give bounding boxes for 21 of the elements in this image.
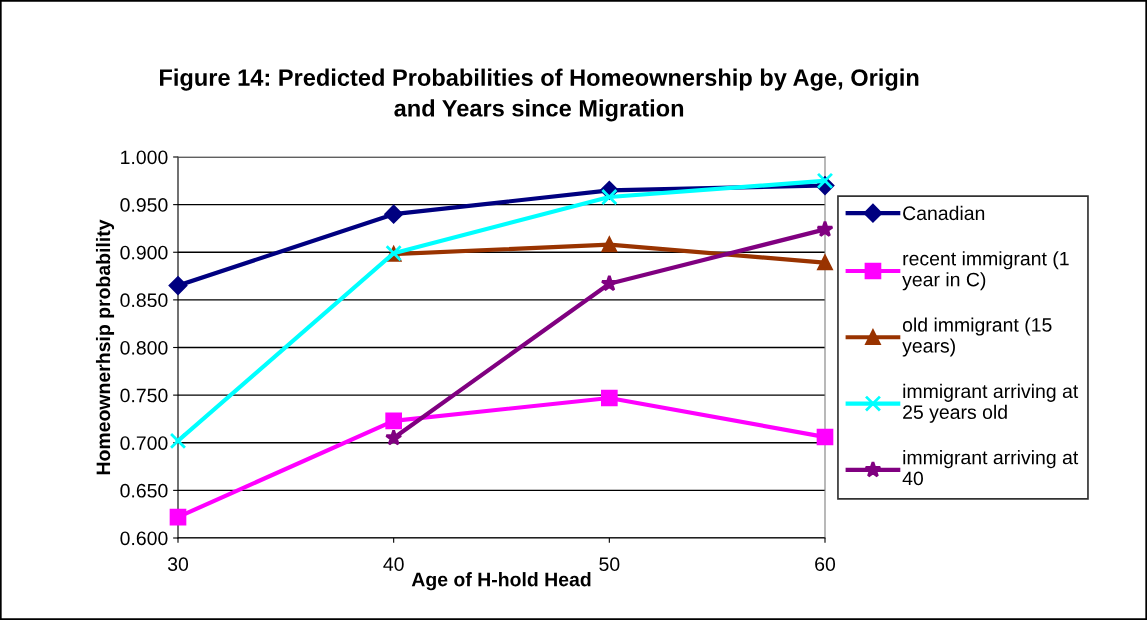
chart-title: Figure 14: Predicted Probabilities of Homeownership by Age, Origin and Years since Migration [160, 68, 919, 122]
legend-label: immigrant arriving at 40 [902, 450, 1079, 486]
x-axis-title: Age of H-hold Head [411, 572, 591, 591]
y-tick-label: 0.800 [120, 340, 168, 355]
y-tick-label: 0.950 [120, 198, 168, 212]
legend-label: old immigrant (15 years) [902, 317, 1052, 357]
x-tick-label: 60 [815, 557, 836, 572]
legend-label: immigrant arriving at 25 years old [903, 383, 1079, 423]
x-tick-label: 40 [383, 557, 404, 572]
y-tick-label: 0.750 [120, 388, 168, 403]
legend-label: recent immigrant (1 year in C) [902, 251, 1069, 291]
y-tick-label: 0.600 [120, 531, 168, 546]
y-tick-label: 0.900 [120, 245, 168, 260]
y-axis-title: Homeownerhsip probability [95, 219, 115, 475]
y-tick-label: 0.700 [120, 436, 168, 450]
x-tick-label: 50 [599, 557, 620, 572]
y-tick-label: 0.850 [120, 293, 168, 308]
x-tick-label: 30 [167, 557, 189, 572]
legend-label: Canadian [903, 205, 985, 221]
y-tick-label: 0.650 [120, 483, 168, 498]
y-tick-label: 1.000 [121, 150, 168, 165]
